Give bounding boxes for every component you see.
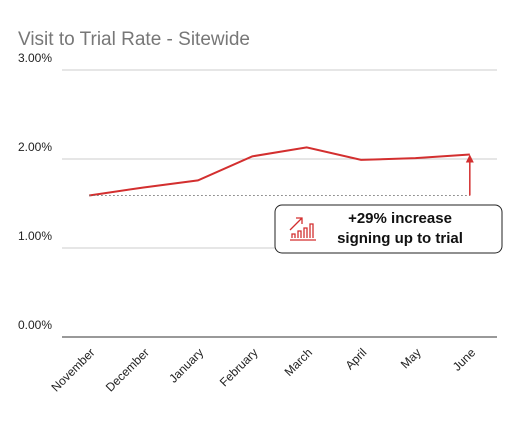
y-tick-label: 1.00% — [18, 229, 52, 243]
y-tick-label: 3.00% — [18, 51, 52, 65]
annotation-box: +29% increase signing up to trial — [274, 204, 503, 254]
annotation-text: +29% increase — [348, 210, 452, 227]
x-tick-label: April — [343, 345, 370, 372]
x-tick-label: January — [166, 345, 206, 385]
annotation-frame — [274, 204, 503, 254]
x-tick-label: March — [282, 345, 315, 378]
chart-title: Visit to Trial Rate - Sitewide — [18, 29, 250, 50]
x-tick-label: May — [398, 345, 424, 371]
data-line — [89, 146, 470, 197]
annotation-text: signing up to trial — [337, 230, 463, 247]
x-tick-label: November — [49, 345, 98, 394]
y-tick-label: 2.00% — [18, 140, 52, 154]
growth-icon — [289, 217, 316, 241]
arrow-head — [465, 154, 474, 163]
x-tick-label: June — [450, 345, 479, 374]
y-tick-label: 0.00% — [18, 318, 52, 332]
x-tick-label: December — [103, 345, 152, 394]
x-tick-label: February — [217, 345, 261, 389]
